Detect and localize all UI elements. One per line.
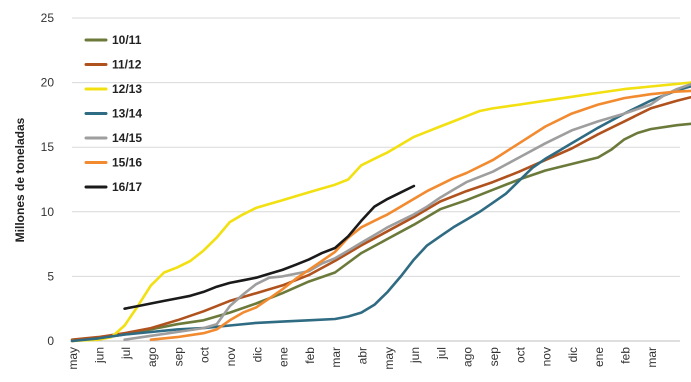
x-tick-label: feb xyxy=(618,347,632,364)
x-tick-label: mar xyxy=(329,347,343,368)
y-tick-label: 25 xyxy=(41,11,55,25)
y-axis-title: Millones de toneladas xyxy=(13,117,27,242)
x-tick-label: sep xyxy=(487,347,501,367)
x-tick-label: jun xyxy=(92,347,106,364)
y-tick-label: 15 xyxy=(41,140,55,154)
series-line-11-12 xyxy=(70,95,691,341)
series-line-15-16 xyxy=(149,89,691,341)
x-tick-label: ago xyxy=(145,347,159,367)
y-tick-label: 10 xyxy=(41,205,55,219)
y-tick-label: 20 xyxy=(41,76,55,90)
x-tick-label: feb xyxy=(303,347,317,364)
legend-label: 15/16 xyxy=(112,156,142,170)
series-line-13-14 xyxy=(70,84,691,343)
x-tick-label: oct xyxy=(198,346,212,363)
gridlines xyxy=(72,17,680,342)
series-line-16-17 xyxy=(123,184,416,310)
x-tick-label: ene xyxy=(277,347,291,367)
y-tick-label: 0 xyxy=(47,334,54,348)
legend-label: 13/14 xyxy=(112,107,142,121)
y-tick-label: 5 xyxy=(47,269,54,283)
x-tick-label: dic xyxy=(250,347,264,362)
legend-label: 14/15 xyxy=(112,131,142,145)
x-tick-label: nov xyxy=(540,347,554,366)
series-line-12-13 xyxy=(70,81,691,343)
x-tick-label: oct xyxy=(513,346,527,363)
x-tick-label: abr xyxy=(355,347,369,364)
x-tick-label: dic xyxy=(566,347,580,362)
x-tick-label: jul xyxy=(119,347,133,360)
x-tick-label: jul xyxy=(434,347,448,360)
x-tick-label: mar xyxy=(645,347,659,368)
legend-label: 11/12 xyxy=(112,58,142,72)
x-tick-label: may xyxy=(66,347,80,370)
legend-label: 10/11 xyxy=(112,33,142,47)
x-tick-label: jun xyxy=(408,347,422,364)
x-tick-label: ago xyxy=(461,347,475,367)
x-tick-label: sep xyxy=(171,347,185,367)
x-tick-label: may xyxy=(382,347,396,370)
x-tick-label: ene xyxy=(592,347,606,367)
series-line-10-11 xyxy=(70,122,691,343)
series-lines xyxy=(70,81,691,343)
legend-label: 16/17 xyxy=(112,180,142,194)
legend: 10/11 11/12 12/13 13/14 14/15 15/16 16/17 xyxy=(84,33,142,194)
legend-label: 12/13 xyxy=(112,82,142,96)
x-tick-label: nov xyxy=(224,347,238,366)
series-line-14-15 xyxy=(123,82,691,341)
